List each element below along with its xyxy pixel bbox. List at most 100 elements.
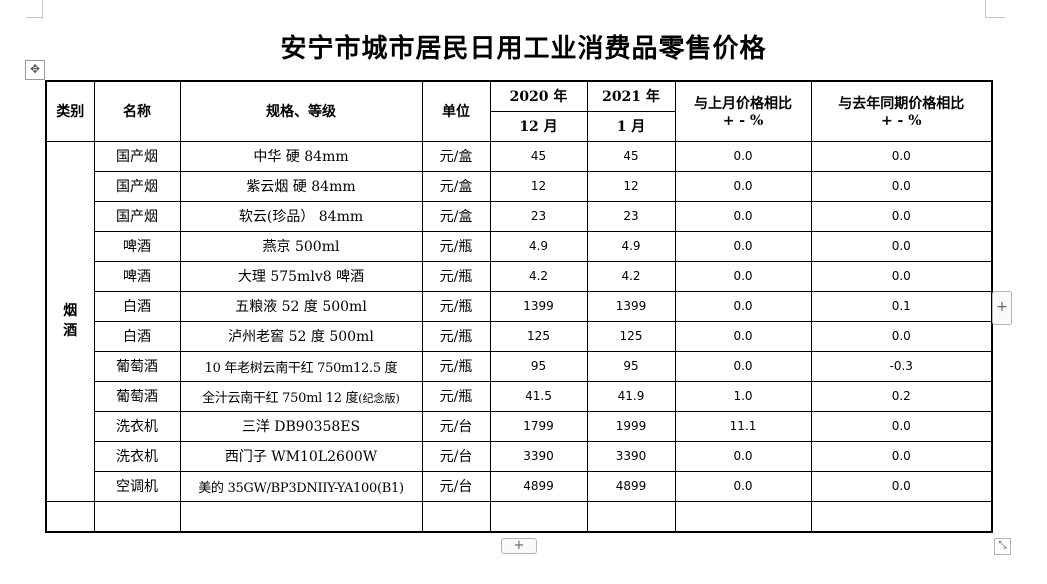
- item-spec-cell[interactable]: 泸州老窖 52 度 500ml: [179, 320, 423, 352]
- item-unit-cell[interactable]: 元/台: [421, 440, 491, 472]
- item-name-cell[interactable]: 白酒: [93, 320, 181, 352]
- price-2020-12-cell[interactable]: 1399: [489, 290, 588, 322]
- item-spec-text: 美的 35GW/BP3DNIIY-YA100(B1): [198, 480, 404, 496]
- item-spec-cell[interactable]: 紫云烟 硬 84mm: [179, 170, 423, 202]
- empty-cell[interactable]: [93, 500, 181, 533]
- item-unit-cell[interactable]: 元/台: [421, 470, 491, 502]
- mom-change-cell[interactable]: 0.0: [674, 260, 812, 292]
- item-name-cell[interactable]: 空调机: [93, 470, 181, 502]
- price-2021-01-cell[interactable]: 3390: [586, 440, 676, 472]
- item-name-cell[interactable]: 国产烟: [93, 200, 181, 232]
- yoy-change-cell[interactable]: 0.0: [810, 230, 993, 262]
- empty-cell[interactable]: [45, 500, 95, 533]
- mom-change-cell[interactable]: 1.0: [674, 380, 812, 412]
- yoy-change-cell[interactable]: 0.0: [810, 410, 993, 442]
- price-2020-12-cell[interactable]: 4899: [489, 470, 588, 502]
- yoy-change-cell[interactable]: 0.2: [810, 380, 993, 412]
- item-unit-cell[interactable]: 元/盒: [421, 170, 491, 202]
- table-resize-icon[interactable]: ⤡: [994, 538, 1011, 555]
- mom-change-cell[interactable]: 0.0: [674, 290, 812, 322]
- yoy-change-cell[interactable]: 0.0: [810, 320, 993, 352]
- item-name-cell[interactable]: 洗衣机: [93, 410, 181, 442]
- item-unit-cell[interactable]: 元/瓶: [421, 290, 491, 322]
- yoy-change-cell[interactable]: 0.0: [810, 260, 993, 292]
- item-unit-cell[interactable]: 元/瓶: [421, 230, 491, 262]
- price-2020-12-cell[interactable]: 95: [489, 350, 588, 382]
- yoy-change-cell[interactable]: 0.0: [810, 440, 993, 472]
- item-name-cell[interactable]: 洗衣机: [93, 440, 181, 472]
- price-2021-01-cell[interactable]: 4.2: [586, 260, 676, 292]
- item-name-cell[interactable]: 白酒: [93, 290, 181, 322]
- price-2021-01-cell[interactable]: 12: [586, 170, 676, 202]
- add-row-button[interactable]: +: [501, 538, 537, 554]
- price-2020-12-cell[interactable]: 45: [489, 140, 588, 172]
- item-unit-cell[interactable]: 元/瓶: [421, 380, 491, 412]
- item-name-cell[interactable]: 啤酒: [93, 260, 181, 292]
- mom-change-cell[interactable]: 0.0: [674, 230, 812, 262]
- add-column-button[interactable]: +: [992, 291, 1012, 325]
- item-unit-cell[interactable]: 元/盒: [421, 140, 491, 172]
- empty-cell[interactable]: [179, 500, 423, 533]
- item-spec-cell[interactable]: 10 年老树云南干红 750m12.5 度: [179, 350, 423, 382]
- price-2020-12-cell[interactable]: 41.5: [489, 380, 588, 412]
- item-unit-cell[interactable]: 元/瓶: [421, 320, 491, 352]
- item-spec-cell[interactable]: 五粮液 52 度 500ml: [179, 290, 423, 322]
- price-2021-01-text: 1399: [615, 299, 647, 313]
- item-spec-cell[interactable]: 中华 硬 84mm: [179, 140, 423, 172]
- yoy-change-cell[interactable]: -0.3: [810, 350, 993, 382]
- price-2021-01-cell[interactable]: 1399: [586, 290, 676, 322]
- yoy-change-cell[interactable]: 0.1: [810, 290, 993, 322]
- price-2021-01-cell[interactable]: 41.9: [586, 380, 676, 412]
- price-2021-01-cell[interactable]: 1999: [586, 410, 676, 442]
- price-2021-01-cell[interactable]: 4899: [586, 470, 676, 502]
- item-spec-cell[interactable]: 软云(珍品） 84mm: [179, 200, 423, 232]
- price-2020-12-cell[interactable]: 1799: [489, 410, 588, 442]
- empty-cell[interactable]: [489, 500, 588, 533]
- item-spec-cell[interactable]: 美的 35GW/BP3DNIIY-YA100(B1): [179, 470, 423, 502]
- empty-cell[interactable]: [674, 500, 812, 533]
- empty-cell[interactable]: [810, 500, 993, 533]
- price-2021-01-cell[interactable]: 95: [586, 350, 676, 382]
- item-unit-cell[interactable]: 元/瓶: [421, 260, 491, 292]
- item-spec-cell[interactable]: 三洋 DB90358ES: [179, 410, 423, 442]
- item-spec-cell[interactable]: 全汁云南干红 750ml 12 度(纪念版): [179, 380, 423, 412]
- mom-change-cell[interactable]: 0.0: [674, 200, 812, 232]
- price-2020-12-cell[interactable]: 3390: [489, 440, 588, 472]
- item-name-cell[interactable]: 葡萄酒: [93, 380, 181, 412]
- empty-cell[interactable]: [586, 500, 676, 533]
- mom-change-cell[interactable]: 0.0: [674, 440, 812, 472]
- item-name-cell[interactable]: 葡萄酒: [93, 350, 181, 382]
- yoy-change-cell[interactable]: 0.0: [810, 200, 993, 232]
- mom-change-cell[interactable]: 0.0: [674, 170, 812, 202]
- price-2021-01-cell[interactable]: 125: [586, 320, 676, 352]
- item-unit-cell[interactable]: 元/台: [421, 410, 491, 442]
- mom-change-cell[interactable]: 0.0: [674, 320, 812, 352]
- price-2020-12-cell[interactable]: 23: [489, 200, 588, 232]
- item-spec-cell[interactable]: 大理 575mlv8 啤酒: [179, 260, 423, 292]
- price-2020-12-cell[interactable]: 125: [489, 320, 588, 352]
- yoy-change-cell[interactable]: 0.0: [810, 170, 993, 202]
- item-unit-cell[interactable]: 元/盒: [421, 200, 491, 232]
- item-name-cell[interactable]: 国产烟: [93, 170, 181, 202]
- item-name-cell[interactable]: 啤酒: [93, 230, 181, 262]
- mom-change-cell[interactable]: 0.0: [674, 470, 812, 502]
- yoy-change-cell[interactable]: 0.0: [810, 470, 993, 502]
- item-spec-cell[interactable]: 燕京 500ml: [179, 230, 423, 262]
- item-unit-cell[interactable]: 元/瓶: [421, 350, 491, 382]
- price-2020-12-text: 41.5: [525, 389, 552, 403]
- price-2021-01-cell[interactable]: 23: [586, 200, 676, 232]
- price-2020-12-cell[interactable]: 12: [489, 170, 588, 202]
- mom-change-cell[interactable]: 11.1: [674, 410, 812, 442]
- item-name-cell[interactable]: 国产烟: [93, 140, 181, 172]
- mom-change-cell[interactable]: 0.0: [674, 140, 812, 172]
- price-2021-01-cell[interactable]: 45: [586, 140, 676, 172]
- yoy-change-cell[interactable]: 0.0: [810, 140, 993, 172]
- empty-cell[interactable]: [421, 500, 491, 533]
- mom-change-cell[interactable]: 0.0: [674, 350, 812, 382]
- price-2020-12-cell[interactable]: 4.2: [489, 260, 588, 292]
- table-move-icon[interactable]: ✥: [25, 60, 45, 80]
- price-2020-12-cell[interactable]: 4.9: [489, 230, 588, 262]
- item-spec-cell[interactable]: 西门子 WM10L2600W: [179, 440, 423, 472]
- price-2020-12-text: 12: [530, 179, 547, 193]
- price-2021-01-cell[interactable]: 4.9: [586, 230, 676, 262]
